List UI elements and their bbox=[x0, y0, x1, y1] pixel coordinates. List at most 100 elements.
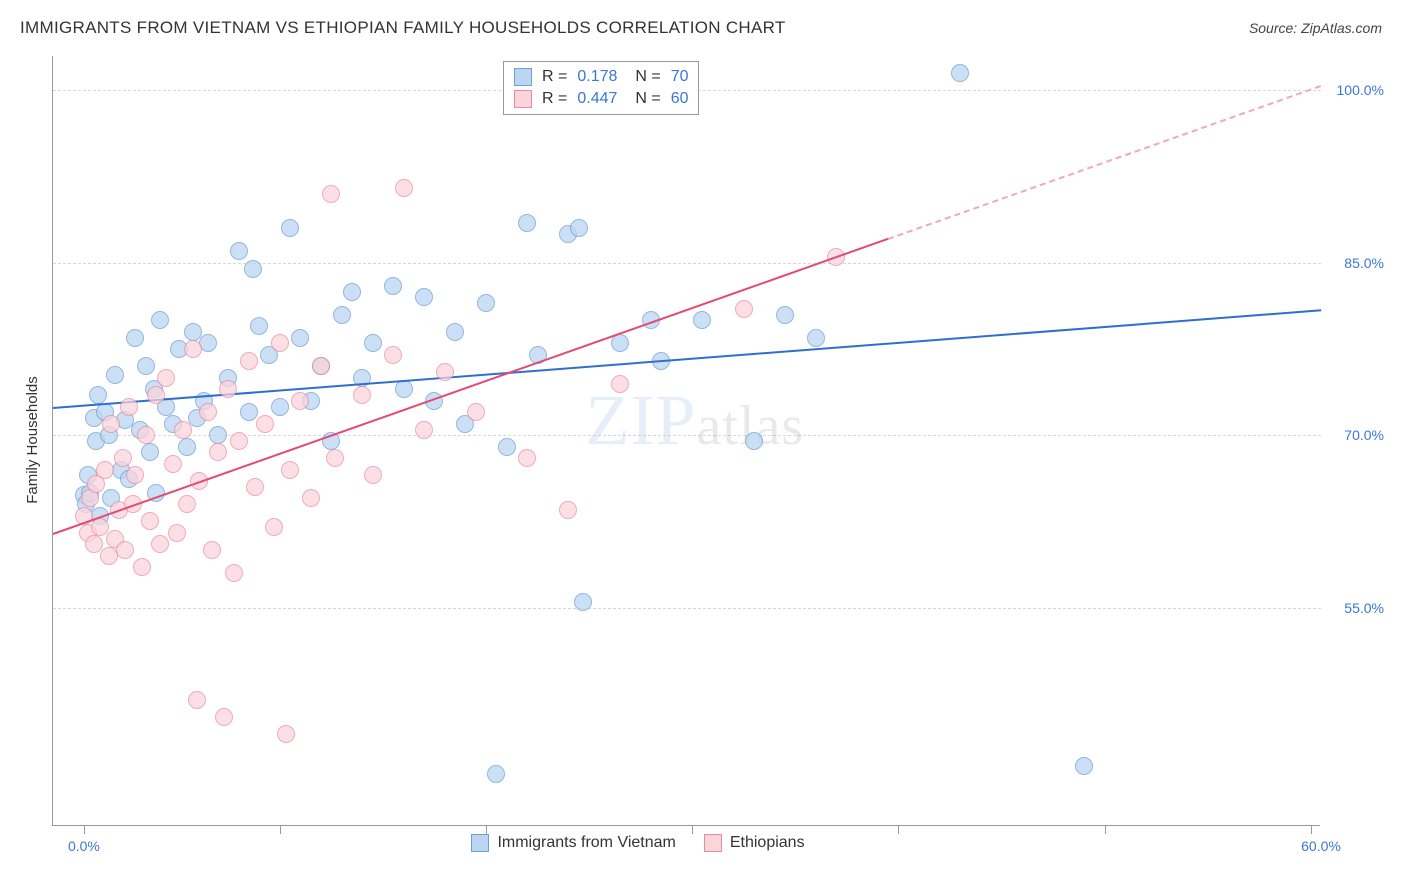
scatter-point bbox=[611, 334, 629, 352]
x-tick-label: 0.0% bbox=[68, 838, 100, 854]
scatter-point bbox=[151, 311, 169, 329]
scatter-point bbox=[291, 329, 309, 347]
scatter-point bbox=[326, 449, 344, 467]
scatter-point bbox=[126, 466, 144, 484]
scatter-point bbox=[184, 340, 202, 358]
x-tick-mark bbox=[898, 826, 899, 834]
scatter-point bbox=[188, 691, 206, 709]
scatter-point bbox=[446, 323, 464, 341]
scatter-point bbox=[230, 242, 248, 260]
scatter-point bbox=[776, 306, 794, 324]
scatter-point bbox=[436, 363, 454, 381]
scatter-point bbox=[302, 489, 320, 507]
scatter-point bbox=[265, 518, 283, 536]
scatter-point bbox=[151, 535, 169, 553]
scatter-point bbox=[333, 306, 351, 324]
scatter-point bbox=[364, 466, 382, 484]
y-axis-label: Family Households bbox=[24, 376, 41, 504]
scatter-point bbox=[487, 765, 505, 783]
scatter-point bbox=[415, 421, 433, 439]
scatter-point bbox=[570, 219, 588, 237]
scatter-point bbox=[611, 375, 629, 393]
scatter-point bbox=[240, 352, 258, 370]
legend-item: Ethiopians bbox=[704, 834, 805, 852]
scatter-point bbox=[807, 329, 825, 347]
scatter-point bbox=[215, 708, 233, 726]
scatter-point bbox=[281, 461, 299, 479]
trend-line bbox=[53, 238, 889, 535]
x-tick-mark bbox=[1105, 826, 1106, 834]
scatter-point bbox=[106, 366, 124, 384]
scatter-point bbox=[745, 432, 763, 450]
legend-swatch bbox=[514, 90, 532, 108]
scatter-point bbox=[735, 300, 753, 318]
n-label: N = bbox=[635, 88, 660, 110]
scatter-point bbox=[114, 449, 132, 467]
y-tick-label: 85.0% bbox=[1328, 255, 1384, 271]
scatter-point bbox=[137, 426, 155, 444]
legend-swatch bbox=[514, 68, 532, 86]
scatter-point bbox=[277, 725, 295, 743]
scatter-point bbox=[518, 214, 536, 232]
r-label: R = bbox=[542, 66, 567, 88]
scatter-point bbox=[250, 317, 268, 335]
scatter-point bbox=[343, 283, 361, 301]
scatter-point bbox=[291, 392, 309, 410]
scatter-point bbox=[364, 334, 382, 352]
scatter-point bbox=[467, 403, 485, 421]
scatter-point bbox=[178, 438, 196, 456]
scatter-point bbox=[141, 443, 159, 461]
scatter-point bbox=[147, 386, 165, 404]
r-value: 0.178 bbox=[577, 66, 625, 88]
scatter-point bbox=[168, 524, 186, 542]
scatter-point bbox=[100, 547, 118, 565]
y-tick-label: 100.0% bbox=[1328, 82, 1384, 98]
scatter-point bbox=[384, 346, 402, 364]
x-tick-mark bbox=[84, 826, 85, 834]
gridline bbox=[53, 608, 1321, 609]
x-tick-mark bbox=[692, 826, 693, 834]
gridline bbox=[53, 263, 1321, 264]
x-tick-label: 60.0% bbox=[1301, 838, 1341, 854]
scatter-point bbox=[133, 558, 151, 576]
scatter-point bbox=[230, 432, 248, 450]
legend-item: Immigrants from Vietnam bbox=[471, 834, 675, 852]
scatter-point bbox=[951, 64, 969, 82]
legend-row: R =0.178N =70 bbox=[514, 66, 688, 88]
plot-area: 55.0%70.0%85.0%100.0%0.0%60.0%ZIPatlasR … bbox=[52, 56, 1320, 826]
legend-swatch bbox=[704, 834, 722, 852]
source-label: Source: ZipAtlas.com bbox=[1249, 20, 1382, 36]
scatter-point bbox=[157, 369, 175, 387]
scatter-point bbox=[203, 541, 221, 559]
scatter-point bbox=[225, 564, 243, 582]
scatter-point bbox=[102, 415, 120, 433]
scatter-point bbox=[141, 512, 159, 530]
scatter-point bbox=[89, 386, 107, 404]
scatter-point bbox=[384, 277, 402, 295]
scatter-point bbox=[322, 185, 340, 203]
r-label: R = bbox=[542, 88, 567, 110]
correlation-legend: R =0.178N =70R =0.447N =60 bbox=[503, 61, 699, 115]
scatter-point bbox=[312, 357, 330, 375]
scatter-point bbox=[240, 403, 258, 421]
legend-label: Immigrants from Vietnam bbox=[497, 834, 675, 852]
scatter-point bbox=[244, 260, 262, 278]
scatter-point bbox=[174, 421, 192, 439]
legend-label: Ethiopians bbox=[730, 834, 805, 852]
r-value: 0.447 bbox=[577, 88, 625, 110]
scatter-point bbox=[271, 334, 289, 352]
n-value: 60 bbox=[671, 88, 689, 110]
x-tick-mark bbox=[280, 826, 281, 834]
scatter-point bbox=[395, 380, 413, 398]
scatter-point bbox=[559, 501, 577, 519]
scatter-point bbox=[693, 311, 711, 329]
trend-line bbox=[888, 85, 1322, 240]
scatter-point bbox=[219, 380, 237, 398]
scatter-point bbox=[209, 443, 227, 461]
scatter-point bbox=[1075, 757, 1093, 775]
scatter-point bbox=[395, 179, 413, 197]
x-tick-mark bbox=[486, 826, 487, 834]
legend-swatch bbox=[471, 834, 489, 852]
scatter-point bbox=[498, 438, 516, 456]
scatter-point bbox=[178, 495, 196, 513]
